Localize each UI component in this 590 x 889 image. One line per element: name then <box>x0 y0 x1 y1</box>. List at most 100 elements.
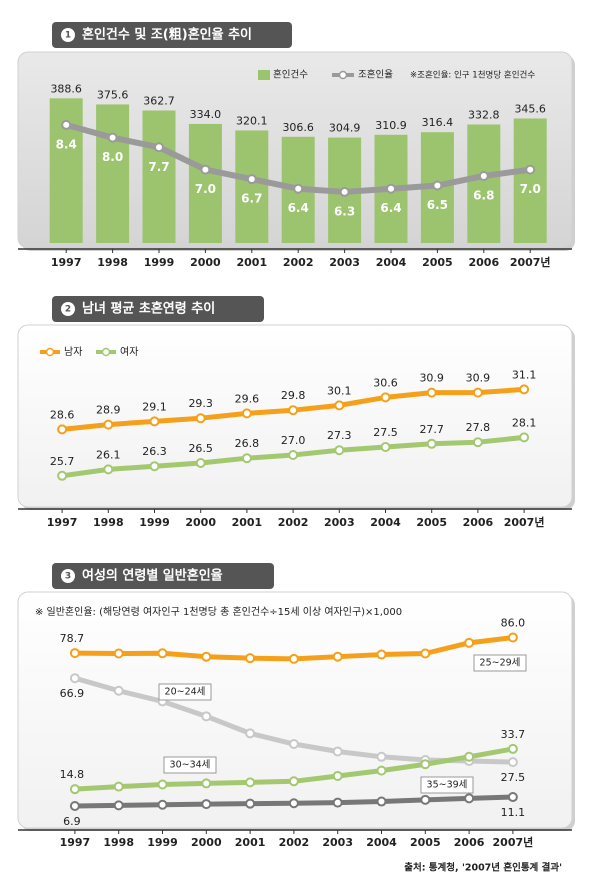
source: 출처: 통계청, '2007년 혼인통계 결과' <box>404 862 562 874</box>
bar <box>96 104 130 243</box>
series-label-box <box>158 683 212 701</box>
legend-label: 혼인건수 <box>273 69 308 81</box>
x-tick-label: 1999 <box>147 836 178 849</box>
series-label: 20~24세 <box>165 687 206 698</box>
line-value-label: 7.7 <box>148 160 169 174</box>
bar-value-label: 388.6 <box>50 82 82 95</box>
line-point <box>69 648 80 659</box>
line-point <box>154 142 164 153</box>
line-point <box>519 384 530 395</box>
line-value-label: 27.3 <box>327 429 352 442</box>
note: ※조혼인율: 인구 1천명당 혼인건수 <box>410 70 535 81</box>
x-tick-label: 2005 <box>422 256 453 269</box>
series-label: 35~39세 <box>427 780 468 791</box>
line-value-label: 7.0 <box>195 182 216 196</box>
line-value-label: 30.9 <box>466 372 491 385</box>
section-tab <box>52 563 274 589</box>
x-tick-label: 2001 <box>232 516 263 529</box>
line-point <box>241 408 252 419</box>
line-value-label: 31.1 <box>512 368 537 381</box>
line-point <box>507 632 518 643</box>
line-point <box>288 798 299 809</box>
line-value-label: 29.3 <box>188 397 213 410</box>
line-point <box>472 437 483 448</box>
bar <box>235 130 269 243</box>
line-point <box>245 777 256 788</box>
section-badge <box>61 28 75 42</box>
x-tick-label: 1998 <box>103 836 134 849</box>
line-point <box>157 648 168 659</box>
line-point <box>426 438 437 449</box>
x-tick-label: 1998 <box>97 256 128 269</box>
line-value-label: 86.0 <box>501 617 526 630</box>
bar-value-label: 310.9 <box>375 119 407 132</box>
x-tick-label: 2000 <box>185 516 216 529</box>
line-value-label: 14.8 <box>60 768 85 781</box>
line-point <box>201 778 212 789</box>
legend-swatch <box>101 347 111 357</box>
line-value-label: 30.1 <box>327 384 352 397</box>
x-tick-label: 2002 <box>279 836 310 849</box>
line-value-label: 6.8 <box>473 188 494 202</box>
x-tick-label: 1997 <box>51 256 82 269</box>
line-point <box>157 799 168 810</box>
line-point <box>293 183 304 194</box>
line-point <box>149 416 160 427</box>
line-point <box>57 470 68 481</box>
line-point <box>288 776 299 787</box>
section-number: 3 <box>65 572 71 582</box>
line-point <box>332 797 343 808</box>
x-tick-label: 2004 <box>370 516 401 529</box>
bar <box>142 110 176 243</box>
section-badge <box>61 569 75 583</box>
line-value-label: 30.6 <box>373 376 398 389</box>
line-value-label: 29.8 <box>281 389 306 402</box>
x-tick-label: 1997 <box>60 836 91 849</box>
section-tab <box>52 296 264 322</box>
line-value-label: 29.6 <box>235 392 260 405</box>
line-point <box>200 164 211 175</box>
x-tick-label: 2003 <box>322 836 353 849</box>
line-point <box>57 424 68 435</box>
line-point <box>61 119 72 130</box>
section-title: 남녀 평균 초혼연령 추이 <box>82 301 215 317</box>
line-value-label: 25.7 <box>50 455 75 468</box>
series-label: 30~34세 <box>170 760 211 771</box>
x-tick-label: 2004 <box>376 256 407 269</box>
line-point <box>245 728 256 739</box>
bar-value-label: 362.7 <box>143 94 175 107</box>
line-point <box>464 793 475 804</box>
line-point <box>432 180 443 191</box>
bar <box>188 123 222 243</box>
x-tick-label: 2006 <box>463 516 494 529</box>
line-point <box>420 794 431 805</box>
line-value-label: 6.5 <box>427 198 448 212</box>
line-value-label: 26.3 <box>142 445 167 458</box>
line-point <box>332 770 343 781</box>
x-tick-label: 2001 <box>235 836 266 849</box>
line-point <box>380 442 391 452</box>
x-tick-label: 2005 <box>416 516 447 529</box>
line-value-label: 6.4 <box>380 201 401 215</box>
x-tick-label: 2000 <box>190 256 221 269</box>
bar-value-label: 345.6 <box>514 103 546 116</box>
x-tick-label: 2004 <box>366 836 397 849</box>
line-point <box>69 673 80 684</box>
line-point <box>246 174 257 185</box>
line-point <box>332 651 343 662</box>
line-point <box>525 164 536 175</box>
series-label: 25~29세 <box>480 658 521 669</box>
line-point <box>69 801 80 812</box>
note: ※ 일반혼인율: (해당연령 여자인구 1천명당 총 혼인건수÷15세 이상 여… <box>35 605 402 618</box>
section-badge <box>61 302 75 316</box>
x-tick-label: 1999 <box>144 256 175 269</box>
line-point <box>113 781 124 792</box>
line-point <box>201 711 212 722</box>
line-point <box>113 648 124 659</box>
line-point <box>464 751 475 762</box>
line-point <box>288 653 299 664</box>
line-value-label: 29.1 <box>142 400 167 413</box>
bar-value-label: 375.6 <box>97 88 129 101</box>
line-point <box>386 183 396 194</box>
x-tick-label: 2000 <box>191 836 222 849</box>
